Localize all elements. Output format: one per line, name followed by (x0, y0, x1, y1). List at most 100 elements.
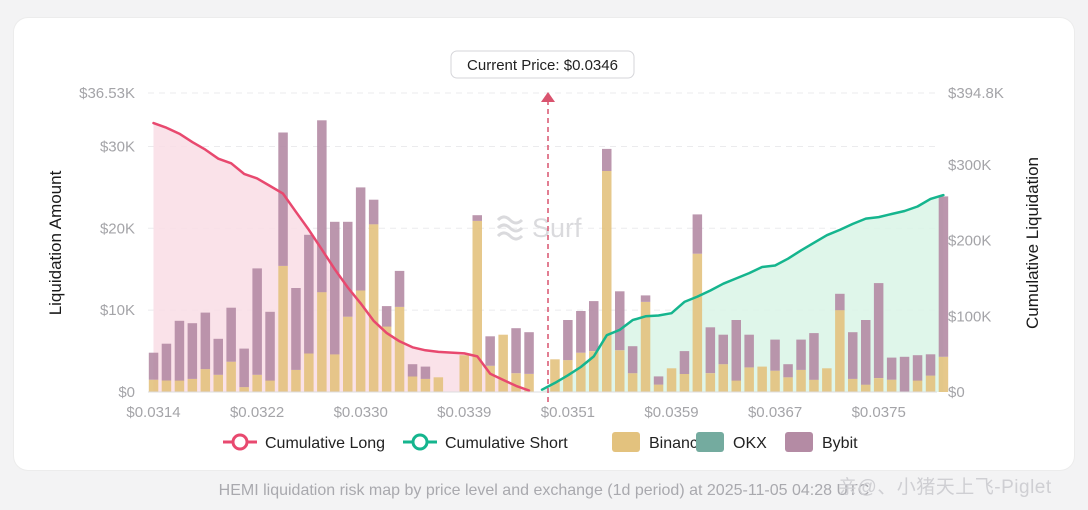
legend: Cumulative Long Cumulative Short Binance OK… (223, 432, 858, 452)
surf-watermark: Surf (496, 213, 582, 243)
y-right-tick-label: $100K (948, 308, 991, 325)
y-right-tick-label: $394.8K (948, 85, 1004, 102)
long-bar-bybit-13 (317, 120, 327, 293)
short-bar-binance-8 (653, 384, 664, 392)
legend-swatch-4 (785, 432, 813, 452)
long-bar-binance-17 (368, 224, 379, 392)
short-bar-binance-29 (925, 375, 936, 392)
cumulative-long-line (152, 121, 531, 392)
short-bar-binance-16 (757, 366, 767, 392)
long-bar-binance-8 (252, 374, 262, 392)
short-bar-bybit-17 (770, 339, 780, 371)
short-bar-binance-9 (666, 368, 677, 392)
x-tick-label: $0.0375 (852, 404, 906, 421)
long-bar-binance-13 (317, 292, 327, 392)
short-bar-binance-13 (718, 364, 728, 392)
y-left-tick-label: $30K (100, 138, 135, 155)
long-bar-binance-15 (343, 316, 353, 392)
short-bar-binance-17 (770, 370, 780, 392)
short-bar-bybit-3 (589, 301, 599, 351)
long-bar-bybit-14 (330, 221, 340, 355)
long-bar-binance-24 (459, 355, 469, 392)
y-left-tick-label: $10K (100, 302, 135, 319)
long-bar-bybit-11 (291, 288, 301, 370)
short-bar-bybit-23 (848, 332, 858, 379)
long-bar-binance-16 (355, 290, 366, 392)
short-bar-binance-6 (627, 373, 638, 392)
short-bar-binance-20 (809, 379, 819, 392)
long-bar-bybit-25 (472, 215, 482, 221)
short-bar-binance-25 (873, 378, 884, 392)
cumulative-long-area (153, 123, 529, 392)
short-bar-bybit-27 (899, 356, 910, 392)
long-bar-bybit-17 (368, 199, 379, 225)
short-bar-bybit-5 (615, 291, 625, 351)
short-bar-binance-19 (796, 369, 806, 392)
long-bar-bybit-1 (161, 343, 172, 381)
y-right-tick-label: $0 (948, 384, 965, 401)
footer-credit: 亲@、小猪天上飞-Piglet (838, 477, 1052, 498)
short-bar-binance-5 (615, 350, 625, 392)
long-bar-binance-29 (524, 374, 534, 392)
short-bar-bybit-10 (679, 351, 690, 374)
short-bar-binance-3 (589, 351, 599, 392)
short-bar-binance-0 (550, 359, 560, 392)
long-bar-bybit-7 (239, 348, 249, 388)
short-bar-binance-21 (822, 368, 832, 392)
axes: $0 $10K $20K $30K $36.53K $0 $100K $200K $300K $3… (46, 85, 1042, 421)
short-bar-binance-11 (692, 253, 703, 392)
y-left-axis-title: Liquidation Amount (46, 170, 65, 315)
y-right-tick-label: $200K (948, 233, 991, 250)
short-bar-bybit-2 (576, 311, 586, 353)
short-bar-binance-30 (938, 356, 949, 392)
short-bar-bybit-7 (640, 295, 651, 302)
long-bar-binance-27 (498, 334, 508, 392)
short-bar-bybit-1 (563, 320, 573, 361)
short-bar-binance-14 (731, 380, 741, 392)
long-bar-bybit-21 (420, 366, 431, 379)
long-bar-bybit-29 (524, 332, 534, 374)
surf-watermark-text: Surf (532, 213, 582, 243)
legend-swatch-2 (612, 432, 640, 452)
short-bar-binance-18 (783, 377, 793, 392)
bars (148, 120, 949, 392)
short-bar-bybit-8 (653, 376, 664, 385)
legend-label-2: Binance (649, 435, 707, 452)
long-bar-binance-1 (161, 380, 172, 392)
surf-logo-icon (496, 215, 524, 241)
long-bar-bybit-4 (200, 312, 211, 370)
long-bar-binance-4 (200, 369, 211, 392)
x-tick-label: $0.0314 (126, 404, 180, 421)
short-bar-bybit-11 (692, 214, 703, 254)
short-bar-binance-24 (861, 384, 871, 392)
x-tick-label: $0.0322 (230, 404, 284, 421)
current-price-box (450, 50, 635, 79)
x-tick-label: $0.0367 (748, 404, 802, 421)
long-bar-binance-19 (394, 306, 405, 392)
long-bar-bybit-10 (278, 132, 288, 266)
short-bar-bybit-26 (886, 357, 897, 380)
short-bar-bybit-30 (938, 196, 949, 357)
x-tick-label: $0.0330 (334, 404, 388, 421)
long-bar-bybit-8 (252, 268, 262, 375)
long-bar-binance-3 (187, 378, 198, 392)
short-bar-binance-15 (744, 367, 754, 392)
long-bar-binance-2 (174, 380, 185, 392)
short-bar-binance-26 (886, 379, 897, 392)
y-left-tick-label: $0 (118, 384, 135, 401)
short-bar-binance-7 (640, 302, 651, 392)
long-bar-bybit-5 (213, 338, 223, 375)
short-bar-bybit-25 (873, 283, 884, 378)
long-bar-binance-6 (226, 361, 236, 392)
long-bar-binance-25 (472, 220, 482, 392)
y-right-axis-title: Cumulative Liquidation (1023, 157, 1042, 329)
y-left-tick-label: $36.53K (79, 85, 135, 102)
long-bar-binance-9 (265, 380, 275, 392)
current-price-label: Current Price: $0.0346 (467, 57, 618, 74)
long-bar-bybit-26 (485, 336, 495, 366)
legend-marker-0 (231, 433, 249, 451)
long-bar-bybit-18 (381, 306, 392, 327)
short-bar-bybit-6 (627, 346, 638, 374)
long-bar-binance-11 (291, 369, 301, 392)
cumulative-short-line (540, 193, 945, 391)
